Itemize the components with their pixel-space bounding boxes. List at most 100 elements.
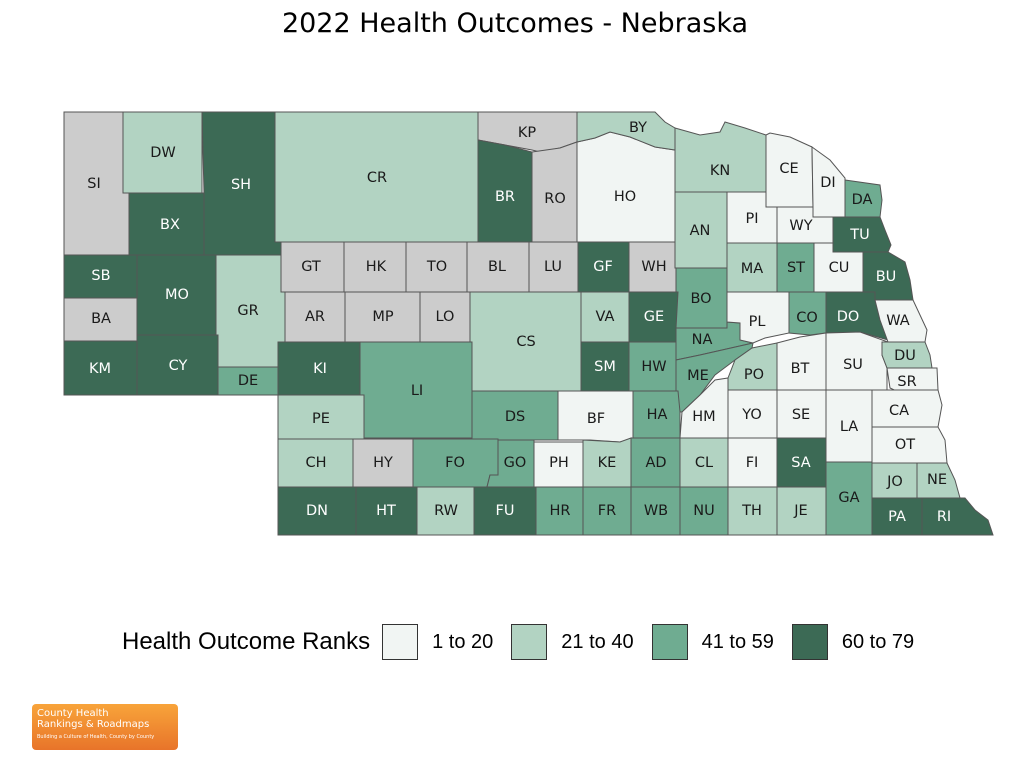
county-label-mo: MO: [165, 287, 189, 303]
county-label-fo: FO: [445, 455, 465, 471]
legend-label-21-40: 21 to 40: [561, 630, 634, 653]
county-label-cy: CY: [169, 358, 188, 374]
county-label-me: ME: [687, 368, 709, 384]
county-label-lu: LU: [544, 259, 562, 275]
county-label-cl: CL: [695, 455, 713, 471]
county-label-by: BY: [629, 120, 647, 136]
county-label-rw: RW: [434, 503, 458, 519]
county-label-dw: DW: [150, 145, 176, 161]
county-label-da: DA: [852, 192, 873, 208]
county-label-cu: CU: [829, 260, 850, 276]
county-label-ha: HA: [647, 407, 668, 423]
county-label-co: CO: [796, 310, 818, 326]
county-label-ki: KI: [313, 361, 327, 377]
county-label-po: PO: [744, 367, 764, 383]
county-label-fu: FU: [496, 503, 515, 519]
county-label-pe: PE: [312, 411, 330, 427]
county-label-ds: DS: [505, 409, 525, 425]
county-label-ph: PH: [549, 455, 569, 471]
county-label-gt: GT: [301, 259, 321, 275]
county-label-bo: BO: [690, 291, 711, 307]
county-label-ch: CH: [305, 455, 326, 471]
county-label-ne: NE: [927, 472, 947, 488]
county-label-di: DI: [820, 175, 835, 191]
county-label-hw: HW: [641, 359, 666, 375]
county-label-sm: SM: [594, 359, 616, 375]
county-da: [844, 179, 883, 218]
county-label-ar: AR: [305, 309, 325, 325]
county-label-th: TH: [741, 503, 762, 519]
county-label-wy: WY: [789, 218, 812, 234]
county-label-ot: OT: [895, 437, 915, 453]
county-label-hk: HK: [366, 259, 387, 275]
county-label-tu: TU: [849, 227, 869, 243]
county-label-sh: SH: [231, 177, 251, 193]
county-label-bx: BX: [160, 217, 180, 233]
county-label-la: LA: [840, 419, 858, 435]
county-label-hy: HY: [373, 455, 393, 471]
county-label-st: ST: [787, 260, 805, 276]
map-title: 2022 Health Outcomes - Nebraska: [281, 8, 749, 39]
county-label-wb: WB: [644, 503, 668, 519]
county-label-ri: RI: [937, 509, 951, 525]
county-ot: [871, 426, 948, 464]
county-label-ba: BA: [91, 311, 111, 327]
county-label-ga: GA: [838, 490, 859, 506]
county-label-to: TO: [426, 259, 447, 275]
county-ha: [632, 390, 681, 439]
county-label-yo: YO: [741, 407, 761, 423]
county-label-bt: BT: [791, 361, 810, 377]
county-label-du: DU: [894, 348, 916, 364]
county-label-gr: GR: [237, 303, 258, 319]
county-label-bl: BL: [488, 259, 506, 275]
county-label-br: BR: [495, 189, 515, 205]
county-label-wa: WA: [886, 313, 910, 329]
county-label-sa: SA: [791, 455, 810, 471]
county-ho: [576, 131, 676, 243]
county-label-ro: RO: [544, 191, 566, 207]
county-je: [776, 486, 827, 536]
county-label-ke: KE: [598, 455, 617, 471]
legend-swatch-1-20: [382, 624, 419, 660]
county-label-si: SI: [87, 176, 100, 192]
county-label-jo: JO: [886, 474, 903, 490]
county-label-sb: SB: [91, 268, 110, 284]
county-ca: [871, 389, 943, 428]
county-label-fr: FR: [598, 503, 616, 519]
county-wa: [874, 299, 928, 343]
legend-swatch-21-40: [511, 624, 548, 660]
county-label-ce: CE: [779, 161, 798, 177]
county-label-su: SU: [843, 357, 863, 373]
logo-line-1: County Health: [37, 708, 109, 719]
county-label-km: KM: [89, 361, 111, 377]
legend-swatch-60-79: [791, 624, 828, 660]
legend-label-41-59: 41 to 59: [701, 630, 774, 653]
county-label-li: LI: [411, 383, 423, 399]
county-label-ge: GE: [644, 309, 664, 325]
county-label-nu: NU: [693, 503, 714, 519]
logo-tagline: Building a Culture of Health, County by …: [37, 734, 155, 740]
county-label-bf: BF: [587, 411, 605, 427]
county-by: [576, 111, 676, 151]
county-ne: [916, 462, 961, 499]
county-kn: [674, 121, 767, 193]
county-label-ho: HO: [614, 189, 636, 205]
legend-label-60-79: 60 to 79: [841, 630, 915, 653]
county-label-ca: CA: [889, 403, 909, 419]
county-label-gf: GF: [593, 259, 613, 275]
county-label-na: NA: [692, 332, 713, 348]
county-label-cr: CR: [367, 170, 387, 186]
legend-label-1-20: 1 to 20: [432, 630, 494, 653]
county-label-pi: PI: [745, 211, 758, 227]
county-label-cs: CS: [516, 334, 535, 350]
county-label-sr: SR: [897, 374, 916, 390]
county-label-ad: AD: [645, 455, 666, 471]
county-ri: [921, 497, 994, 536]
county-label-je: JE: [793, 503, 807, 519]
county-label-pl: PL: [749, 314, 766, 330]
county-label-hm: HM: [692, 409, 715, 425]
county-label-go: GO: [504, 455, 527, 471]
county-label-de: DE: [238, 373, 258, 389]
county-label-lo: LO: [436, 309, 455, 325]
